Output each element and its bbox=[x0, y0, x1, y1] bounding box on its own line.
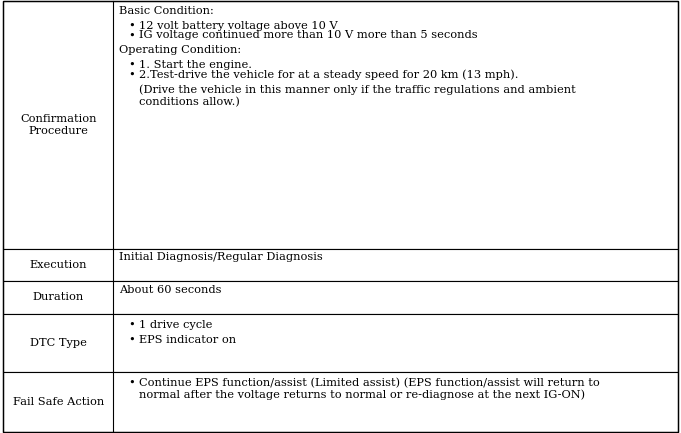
Text: IG voltage continued more than 10 V more than 5 seconds: IG voltage continued more than 10 V more… bbox=[139, 30, 478, 40]
Text: Initial Diagnosis/Regular Diagnosis: Initial Diagnosis/Regular Diagnosis bbox=[118, 252, 323, 262]
Bar bbox=[3, 249, 678, 281]
Text: DTC Type: DTC Type bbox=[30, 338, 86, 348]
Text: Duration: Duration bbox=[33, 292, 84, 302]
Text: Continue EPS function/assist (Limited assist) (EPS function/assist will return t: Continue EPS function/assist (Limited as… bbox=[139, 378, 600, 401]
Text: •: • bbox=[128, 60, 135, 70]
Text: 12 volt battery voltage above 10 V: 12 volt battery voltage above 10 V bbox=[139, 21, 338, 31]
Text: 2.Test-drive the vehicle for at a steady speed for 20 km (13 mph).: 2.Test-drive the vehicle for at a steady… bbox=[139, 69, 519, 80]
Text: 1. Start the engine.: 1. Start the engine. bbox=[139, 60, 252, 70]
Text: •: • bbox=[128, 378, 135, 388]
Text: •: • bbox=[128, 21, 135, 31]
Text: EPS indicator on: EPS indicator on bbox=[139, 335, 236, 345]
Text: (Drive the vehicle in this manner only if the traffic regulations and ambient
co: (Drive the vehicle in this manner only i… bbox=[139, 85, 576, 107]
Bar bbox=[3, 372, 678, 432]
Text: •: • bbox=[128, 335, 135, 345]
Text: 1 drive cycle: 1 drive cycle bbox=[139, 320, 212, 330]
Bar bbox=[3, 1, 678, 249]
Text: Fail Safe Action: Fail Safe Action bbox=[13, 397, 104, 407]
Text: Operating Condition:: Operating Condition: bbox=[118, 45, 241, 55]
Text: •: • bbox=[128, 30, 135, 40]
Text: About 60 seconds: About 60 seconds bbox=[118, 284, 221, 294]
Text: Basic Condition:: Basic Condition: bbox=[118, 6, 214, 16]
Text: Confirmation
Procedure: Confirmation Procedure bbox=[20, 114, 97, 136]
Text: Execution: Execution bbox=[29, 260, 87, 270]
Bar bbox=[3, 281, 678, 313]
Bar bbox=[3, 313, 678, 372]
Text: •: • bbox=[128, 320, 135, 330]
Text: •: • bbox=[128, 69, 135, 79]
